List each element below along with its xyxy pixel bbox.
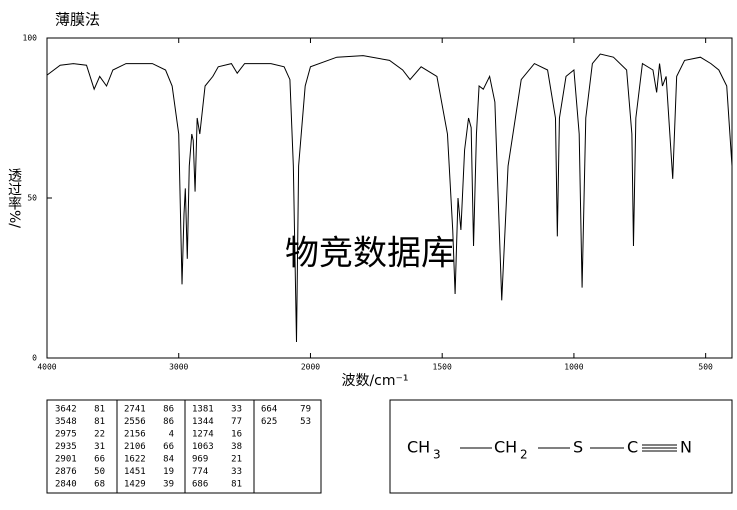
peak-wavenumber: 2935 — [55, 442, 77, 452]
peak-transmittance: 39 — [163, 480, 174, 490]
peak-transmittance: 21 — [231, 455, 242, 465]
x-tick-label: 2000 — [301, 363, 320, 372]
peak-wavenumber: 1429 — [124, 480, 146, 490]
peak-transmittance: 86 — [163, 417, 174, 427]
peak-wavenumber: 774 — [192, 467, 208, 477]
peak-transmittance: 31 — [94, 442, 105, 452]
peak-wavenumber: 1381 — [192, 405, 214, 415]
peak-transmittance: 22 — [94, 430, 105, 440]
watermark: 物竞数据库 — [285, 234, 455, 274]
peak-wavenumber: 2876 — [55, 467, 77, 477]
x-tick-label: 1000 — [564, 363, 583, 372]
peak-wavenumber: 1344 — [192, 417, 214, 427]
peak-transmittance: 38 — [231, 442, 242, 452]
structure: CH 3 CH 2 S C N — [407, 438, 692, 462]
peak-wavenumber: 1063 — [192, 442, 214, 452]
peak-transmittance: 81 — [231, 480, 242, 490]
peak-wavenumber: 1274 — [192, 430, 214, 440]
peak-transmittance: 81 — [94, 417, 105, 427]
atom-subscript: 3 — [433, 448, 441, 462]
peak-wavenumber: 3642 — [55, 405, 77, 415]
peak-transmittance: 68 — [94, 480, 105, 490]
peak-wavenumber: 2901 — [55, 455, 77, 465]
x-tick-label: 1500 — [433, 363, 452, 372]
peak-wavenumber: 2840 — [55, 480, 77, 490]
x-axis-label: 波数/cm⁻¹ — [341, 373, 408, 389]
y-tick-label: 50 — [27, 194, 37, 203]
peak-transmittance: 53 — [300, 417, 311, 427]
peak-wavenumber: 1622 — [124, 455, 146, 465]
peak-wavenumber: 1451 — [124, 467, 146, 477]
x-tick-label: 4000 — [37, 363, 56, 372]
atom: S — [573, 438, 583, 457]
peak-transmittance: 4 — [169, 430, 174, 440]
peak-transmittance: 77 — [231, 417, 242, 427]
peak-transmittance: 19 — [163, 467, 174, 477]
peak-wavenumber: 3548 — [55, 417, 77, 427]
plot-frame — [46, 37, 733, 359]
peak-wavenumber: 2106 — [124, 442, 146, 452]
y-tick-label: 0 — [32, 354, 37, 363]
atom: N — [680, 438, 692, 457]
peak-transmittance: 86 — [163, 405, 174, 415]
peak-transmittance: 66 — [94, 455, 105, 465]
peak-wavenumber: 686 — [192, 480, 208, 490]
peak-transmittance: 84 — [163, 455, 174, 465]
atom: C — [627, 438, 638, 457]
peak-wavenumber: 664 — [261, 405, 277, 415]
peak-transmittance: 50 — [94, 467, 105, 477]
x-tick-label: 3000 — [169, 363, 188, 372]
peak-transmittance: 16 — [231, 430, 242, 440]
peak-transmittance: 81 — [94, 405, 105, 415]
atom: CH — [407, 438, 430, 457]
peak-wavenumber: 2156 — [124, 430, 146, 440]
peak-transmittance: 66 — [163, 442, 174, 452]
y-tick-label: 100 — [23, 34, 38, 43]
peak-table-frame — [46, 399, 322, 494]
spectrum-line — [46, 53, 733, 343]
peak-wavenumber: 969 — [192, 455, 208, 465]
peak-transmittance: 79 — [300, 405, 311, 415]
peak-wavenumber: 625 — [261, 417, 277, 427]
peak-wavenumber: 2741 — [124, 405, 146, 415]
peak-transmittance: 33 — [231, 467, 242, 477]
y-axis-label: 透过率%/ — [6, 168, 22, 228]
peak-wavenumber: 2556 — [124, 417, 146, 427]
structure-frame — [389, 399, 733, 494]
chart-title: 薄膜法 — [55, 11, 100, 29]
x-tick-label: 500 — [698, 363, 713, 372]
atom-subscript: 2 — [520, 448, 528, 462]
peak-transmittance: 33 — [231, 405, 242, 415]
peak-wavenumber: 2975 — [55, 430, 77, 440]
atom: CH — [494, 438, 517, 457]
